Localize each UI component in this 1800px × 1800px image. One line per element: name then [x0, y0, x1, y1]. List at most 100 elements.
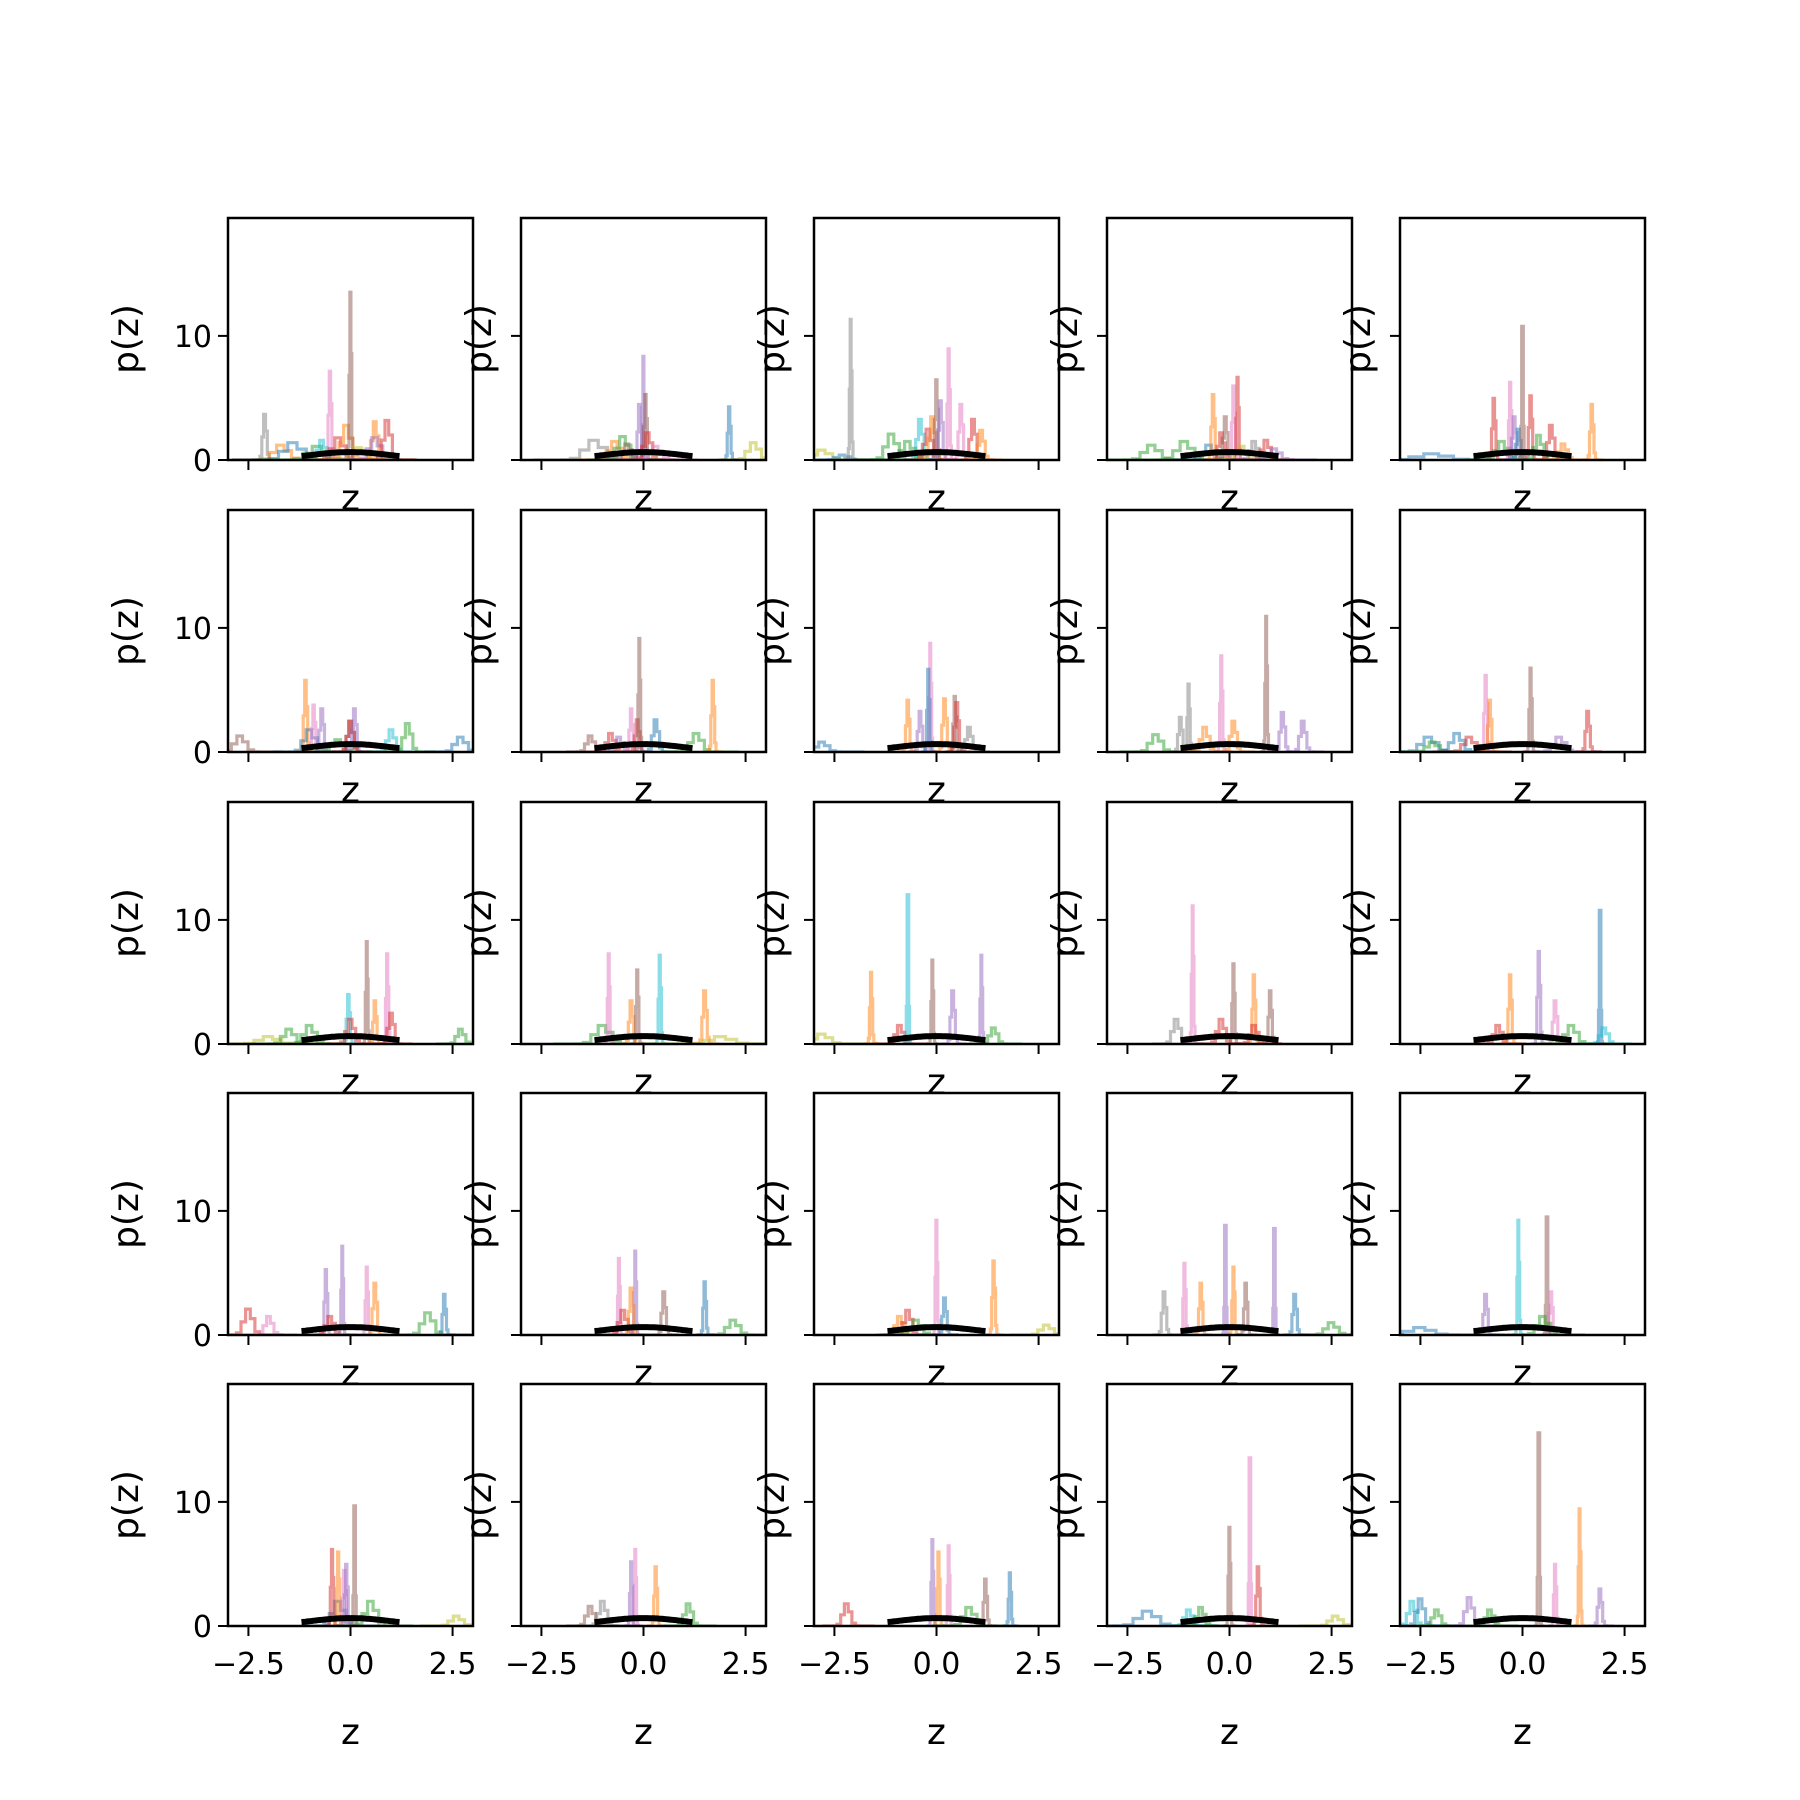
series-line [696, 1280, 715, 1335]
series-line [942, 1544, 956, 1626]
series-line [647, 1035, 766, 1044]
reference-density-line [594, 1033, 693, 1044]
series-line [1214, 654, 1230, 752]
subplot-r1-c1: z p(z) [459, 508, 768, 811]
reference-density-line [301, 1324, 400, 1335]
y-tick-label: 0 [193, 736, 212, 771]
reference-density-line [594, 1324, 693, 1335]
reference-density-line [301, 449, 400, 460]
plot-area [1107, 375, 1317, 460]
series-line [228, 734, 283, 752]
axes-frame [1105, 800, 1354, 1046]
plot-area [228, 678, 473, 752]
series-line [1573, 1507, 1587, 1626]
x-axis-label: z [341, 770, 360, 811]
y-tick-label: 0 [193, 444, 212, 479]
x-tick-label: −2.5 [212, 1647, 285, 1682]
x-axis-label: z [634, 1353, 653, 1394]
series-line [1298, 1614, 1352, 1626]
series-line [419, 1614, 473, 1626]
reference-density-line [594, 741, 693, 752]
series-line [1245, 1456, 1256, 1626]
x-tick-label: 0.0 [620, 1647, 668, 1682]
y-axis-label: p(z) [752, 304, 793, 374]
plot-area [814, 893, 1022, 1044]
reference-density-line [1180, 741, 1279, 752]
series-line [1400, 740, 1475, 752]
plot-area [565, 1547, 717, 1626]
series-line [1595, 908, 1606, 1044]
axes-frame [519, 800, 768, 1046]
x-axis-label: z [1220, 1712, 1239, 1753]
series-line [1186, 904, 1200, 1044]
series-line [1223, 1525, 1237, 1626]
subplot-r3-c0: 0 10 z p(z) [106, 1091, 475, 1394]
reference-density-line [594, 1615, 693, 1626]
x-tick-label: 0.0 [1206, 1647, 1254, 1682]
series-line [1294, 1321, 1352, 1335]
x-axis-label: z [341, 1353, 360, 1394]
plot-area [565, 636, 739, 752]
series-line [336, 1244, 350, 1335]
series-line [434, 1292, 456, 1335]
x-tick-label: 2.5 [1015, 1647, 1063, 1682]
subplot-r1-c4: z p(z) [1338, 508, 1647, 811]
series-line [1151, 1290, 1179, 1335]
y-tick-label: 0 [193, 1028, 212, 1063]
subplot-r2-c1: z p(z) [459, 800, 768, 1103]
x-tick-label: 2.5 [1601, 1647, 1649, 1682]
series-line [975, 953, 989, 1044]
x-axis-label: z [927, 1353, 946, 1394]
x-tick-label: −2.5 [1091, 1647, 1164, 1682]
x-tick-label: 0.0 [327, 1647, 375, 1682]
plot-area [228, 940, 473, 1044]
series-line [1260, 614, 1274, 752]
subplot-r3-c4: z p(z) [1338, 1091, 1647, 1394]
series-line [1400, 1326, 1506, 1335]
x-tick-label: 0.0 [1499, 1647, 1547, 1682]
axes-frame [812, 508, 1061, 754]
axes-frame [812, 800, 1061, 1046]
x-tick-label: −2.5 [798, 1647, 871, 1682]
x-tick-label: 0.0 [913, 1647, 961, 1682]
reference-density-line [1473, 1324, 1572, 1335]
subplot-r1-c2: z p(z) [752, 508, 1061, 811]
x-axis-label: z [634, 478, 653, 519]
axes-frame [226, 1382, 475, 1628]
x-axis-label: z [1220, 1062, 1239, 1103]
axes-frame [519, 508, 768, 754]
axes-frame [1105, 508, 1354, 754]
reference-density-line [1473, 741, 1572, 752]
axes-frame [226, 508, 475, 754]
series-line [844, 317, 858, 460]
reference-density-line [1180, 1033, 1279, 1044]
x-axis-label: z [1513, 770, 1532, 811]
x-axis-label: z [634, 1062, 653, 1103]
subplot-r2-c2: z p(z) [752, 800, 1061, 1103]
subplot-r2-c0: 0 10 z p(z) [106, 800, 475, 1103]
subplot-r0-c1: z p(z) [459, 216, 768, 519]
reference-density-line [1180, 1615, 1279, 1626]
series-line [1400, 1599, 1441, 1626]
y-axis-label: p(z) [1338, 888, 1379, 958]
plot-area [1107, 1456, 1352, 1626]
series-line [1533, 1431, 1545, 1626]
subplot-r1-c3: z p(z) [1045, 508, 1354, 811]
x-axis-label: z [1220, 770, 1239, 811]
reference-density-line [301, 741, 400, 752]
x-tick-label: −2.5 [505, 1647, 578, 1682]
y-axis-label: p(z) [1338, 596, 1379, 666]
subplot-r3-c1: z p(z) [459, 1091, 768, 1394]
axes-frame [1398, 508, 1647, 754]
axes-frame [519, 1091, 768, 1337]
reference-density-line [1473, 449, 1572, 460]
y-tick-label: 0 [193, 1610, 212, 1645]
subplot-r4-c1: −2.5 0.0 2.5 z p(z) [459, 1382, 769, 1753]
reference-density-line [1473, 1615, 1572, 1626]
x-axis-label: z [927, 478, 946, 519]
x-axis-label: z [341, 1062, 360, 1103]
y-axis-label: p(z) [1338, 304, 1379, 374]
axes-frame [226, 1091, 475, 1337]
y-axis-label: p(z) [1045, 596, 1086, 666]
